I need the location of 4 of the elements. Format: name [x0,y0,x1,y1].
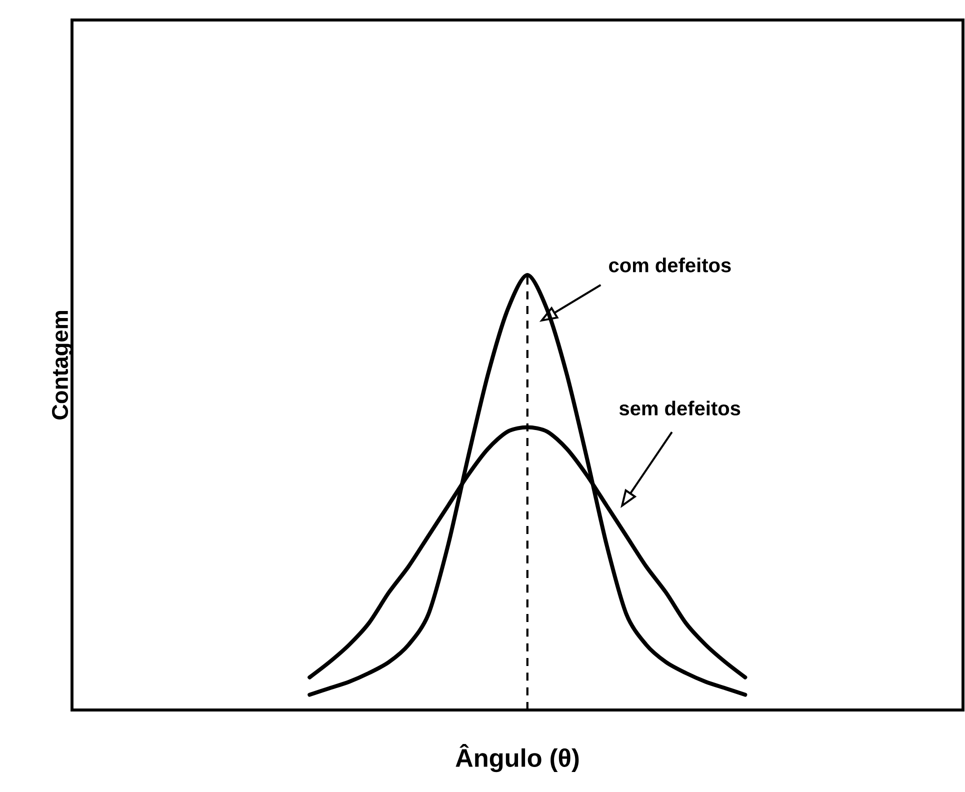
text: com defeitos [609,258,731,272]
y-axis-title: Contagem [52,310,73,420]
x-axis-title: Ângulo (θ) [456,744,579,772]
annotation: sem defeitos [619,400,740,416]
